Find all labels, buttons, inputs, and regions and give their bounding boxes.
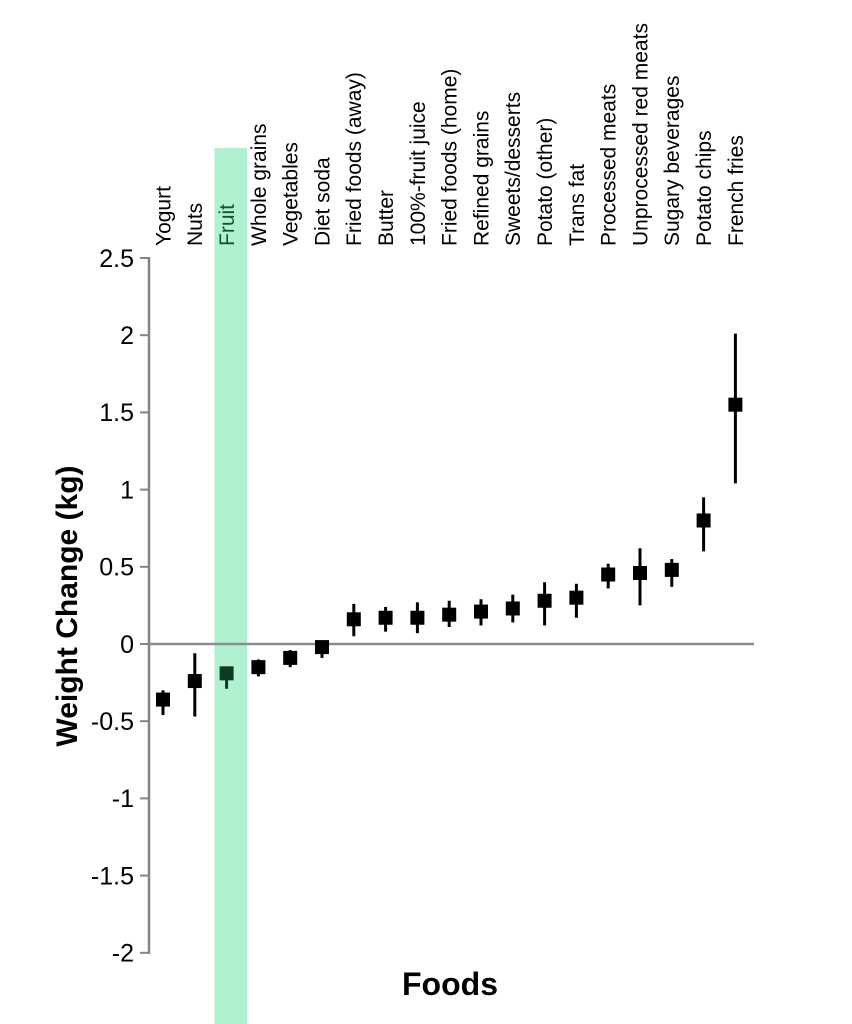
category-label: Refined grains (470, 111, 493, 246)
data-point (251, 660, 266, 675)
data-point (378, 610, 393, 625)
data-point (219, 666, 234, 681)
data-point (187, 674, 202, 689)
fruit-highlight-band (214, 148, 247, 1024)
y-tick-label: 1.5 (99, 399, 134, 427)
category-label: Diet soda (311, 157, 334, 246)
category-label: Potato chips (693, 130, 716, 246)
y-tick-label: -1 (112, 785, 134, 813)
y-tick-label: -0.5 (91, 708, 134, 736)
data-point (696, 513, 711, 528)
data-point (442, 607, 457, 622)
category-label: Sweets/desserts (502, 92, 525, 246)
y-tick-label: 0.5 (99, 554, 134, 582)
category-label: Sugary beverages (661, 76, 684, 246)
data-point (728, 397, 743, 412)
category-label: Fried foods (home) (439, 69, 462, 246)
data-point (505, 601, 520, 616)
category-label: Fried foods (away) (343, 72, 366, 246)
y-tick-label: 0 (120, 631, 134, 659)
y-tick-label: 2.5 (99, 245, 134, 273)
data-point (410, 610, 425, 625)
category-label: Fruit (216, 204, 239, 246)
category-label: Unprocessed red meats (629, 23, 652, 246)
data-point (346, 612, 361, 627)
category-label: Processed meats (598, 84, 621, 246)
data-point (156, 692, 170, 707)
category-label: Vegetables (280, 142, 303, 246)
data-point (601, 567, 616, 582)
data-point (633, 565, 647, 580)
data-point (283, 650, 298, 665)
x-axis-title: Foods (402, 966, 498, 1002)
data-point (315, 640, 329, 655)
data-point (474, 604, 488, 619)
category-label: Potato (other) (534, 118, 557, 246)
y-tick-label: -1.5 (91, 862, 134, 890)
category-label: Trans fat (566, 164, 589, 246)
category-label: Nuts (184, 203, 207, 246)
category-label: Butter (375, 190, 398, 246)
y-tick-label: 2 (120, 322, 134, 350)
data-point (664, 562, 679, 577)
data-point (569, 590, 584, 605)
category-label: Whole grains (248, 123, 271, 246)
category-label: Yogurt (152, 186, 175, 246)
category-label: 100%-fruit juice (407, 101, 430, 246)
y-tick-label: 1 (120, 476, 134, 504)
category-label: French fries (725, 135, 748, 246)
y-axis-title: Weight Change (kg) (51, 465, 84, 747)
y-tick-label: -2 (112, 940, 134, 968)
data-point (537, 593, 552, 608)
